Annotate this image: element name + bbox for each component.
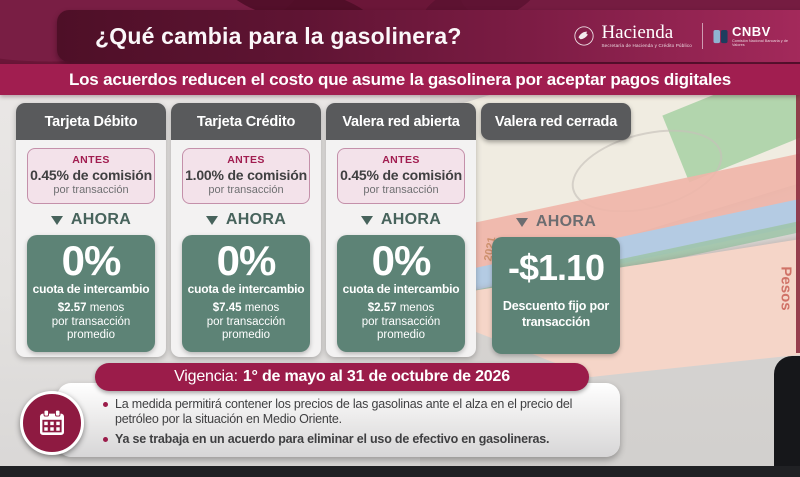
result-value: 0% xyxy=(216,237,277,284)
column-tarjeta-credito: Tarjeta Crédito ANTES 1.00% de comisión … xyxy=(171,103,321,357)
savings-text: $7.45 menos por transacción promedio xyxy=(182,302,310,343)
result-value: 0% xyxy=(371,237,432,284)
logo-group: Hacienda Secretaría de Hacienda y Crédit… xyxy=(573,23,792,49)
savings-amount: $2.57 xyxy=(57,302,87,314)
result-box: 0% cuota de intercambio $2.57 menos por … xyxy=(27,235,155,352)
antes-box: ANTES 0.45% de comisión por transacción xyxy=(27,148,155,204)
hacienda-logo: Hacienda Secretaría de Hacienda y Crédit… xyxy=(573,23,692,49)
result-box: 0% cuota de intercambio $2.57 menos por … xyxy=(337,235,465,352)
column-header: Tarjeta Débito xyxy=(16,103,166,140)
subtitle-banner: Los acuerdos reducen el costo que asume … xyxy=(0,64,800,95)
banknotes-collage: AD 2021 Pesos 73323 xyxy=(420,95,800,377)
calendar-badge xyxy=(20,391,84,455)
hacienda-name: Hacienda xyxy=(601,22,674,44)
ahora-row: AHORA xyxy=(481,212,631,232)
triangle-down-icon xyxy=(50,215,63,225)
column-title: Tarjeta Crédito xyxy=(196,113,296,130)
result-caption: cuota de intercambio xyxy=(342,282,460,296)
column-spacer xyxy=(481,140,631,206)
page-title: ¿Qué cambia para la gasolinera? xyxy=(95,22,462,49)
title-bar: ¿Qué cambia para la gasolinera? Hacienda… xyxy=(57,10,800,62)
logo-divider xyxy=(702,23,703,49)
bullet-item: La medida permitirá contener los precios… xyxy=(100,397,616,428)
triangle-down-icon xyxy=(515,217,528,227)
cnbv-logo: CNBV Comisión Nacional Bancaria y de Val… xyxy=(713,25,792,48)
savings-amount: $7.45 xyxy=(212,302,242,314)
banknote-text-fragment: Pesos xyxy=(777,266,795,311)
cnbv-name: CNBV xyxy=(732,23,771,39)
result-box: 0% cuota de intercambio $7.45 menos por … xyxy=(182,235,310,352)
vigencia-label: Vigencia: xyxy=(174,368,238,385)
savings-note: por transacción promedio xyxy=(361,315,441,342)
savings-note: por transacción promedio xyxy=(51,315,131,342)
antes-subtext: por transacción xyxy=(208,184,284,196)
cnbv-text: CNBV Comisión Nacional Bancaria y de Val… xyxy=(732,25,792,48)
subtitle-text: Los acuerdos reducen el costo que asume … xyxy=(68,69,732,89)
cnbv-icon xyxy=(713,29,728,43)
savings-word: menos xyxy=(89,302,125,314)
footer-panel xyxy=(57,383,620,457)
antes-label: ANTES xyxy=(72,154,110,166)
savings-word: menos xyxy=(399,302,435,314)
result-caption: cuota de intercambio xyxy=(187,282,305,296)
ahora-row: AHORA xyxy=(16,210,166,230)
triangle-down-icon xyxy=(205,215,218,225)
ahora-label: AHORA xyxy=(225,211,287,228)
savings-amount: $2.57 xyxy=(367,302,397,314)
antes-box: ANTES 0.45% de comisión por transacción xyxy=(337,148,465,204)
column-header: Valera red cerrada xyxy=(481,103,631,140)
column-header: Tarjeta Crédito xyxy=(171,103,321,140)
antes-subtext: por transacción xyxy=(363,184,439,196)
result-box: -$1.10 Descuento fijo por transacción xyxy=(492,237,620,354)
ahora-label: AHORA xyxy=(70,211,132,228)
savings-text: $2.57 menos por transacción promedio xyxy=(27,302,155,343)
antes-value: 0.45% de comisión xyxy=(30,167,152,183)
savings-text: $2.57 menos por transacción promedio xyxy=(337,302,465,343)
result-value: 0% xyxy=(61,237,122,284)
antes-subtext: por transacción xyxy=(53,184,129,196)
antes-box: ANTES 1.00% de comisión por transacción xyxy=(182,148,310,204)
antes-label: ANTES xyxy=(227,154,265,166)
ahora-label: AHORA xyxy=(535,213,597,230)
antes-label: ANTES xyxy=(382,154,420,166)
bottom-edge-bar xyxy=(0,466,800,477)
vigencia-dates: 1° de mayo al 31 de octubre de 2026 xyxy=(242,368,510,385)
result-caption: Descuento fijo por transacción xyxy=(502,299,610,330)
ahora-row: AHORA xyxy=(171,210,321,230)
footer-bullet-list: La medida permitirá contener los precios… xyxy=(100,397,616,451)
column-tarjeta-debito: Tarjeta Débito ANTES 0.45% de comisión p… xyxy=(16,103,166,357)
calendar-icon xyxy=(40,409,64,435)
column-title: Tarjeta Débito xyxy=(44,113,138,130)
hacienda-subtitle: Secretaría de Hacienda y Crédito Público xyxy=(601,43,692,49)
column-header: Valera red abierta xyxy=(326,103,476,140)
column-valera-red-abierta: Valera red abierta ANTES 0.45% de comisi… xyxy=(326,103,476,357)
ahora-row: AHORA xyxy=(326,210,476,230)
savings-word: menos xyxy=(244,302,280,314)
antes-value: 1.00% de comisión xyxy=(185,167,307,183)
dark-object-corner xyxy=(774,356,800,477)
hacienda-text: Hacienda Secretaría de Hacienda y Crédit… xyxy=(601,23,692,49)
vigencia-banner: Vigencia: 1° de mayo al 31 de octubre de… xyxy=(95,363,589,391)
column-title: Valera red cerrada xyxy=(494,113,618,130)
result-value: -$1.10 xyxy=(507,247,605,288)
column-valera-red-cerrada: Valera red cerrada AHORA -$1.10 Descuent… xyxy=(481,103,631,354)
result-caption: cuota de intercambio xyxy=(32,282,150,296)
column-title: Valera red abierta xyxy=(342,113,460,130)
savings-note: por transacción promedio xyxy=(206,315,286,342)
antes-value: 0.45% de comisión xyxy=(340,167,462,183)
bullet-item: Ya se trabaja en un acuerdo para elimina… xyxy=(100,432,616,447)
cnbv-subtitle: Comisión Nacional Bancaria y de Valores xyxy=(732,38,788,47)
hacienda-eagle-icon xyxy=(574,26,595,46)
banknote-edge xyxy=(796,95,800,353)
triangle-down-icon xyxy=(360,215,373,225)
ahora-label: AHORA xyxy=(380,211,442,228)
